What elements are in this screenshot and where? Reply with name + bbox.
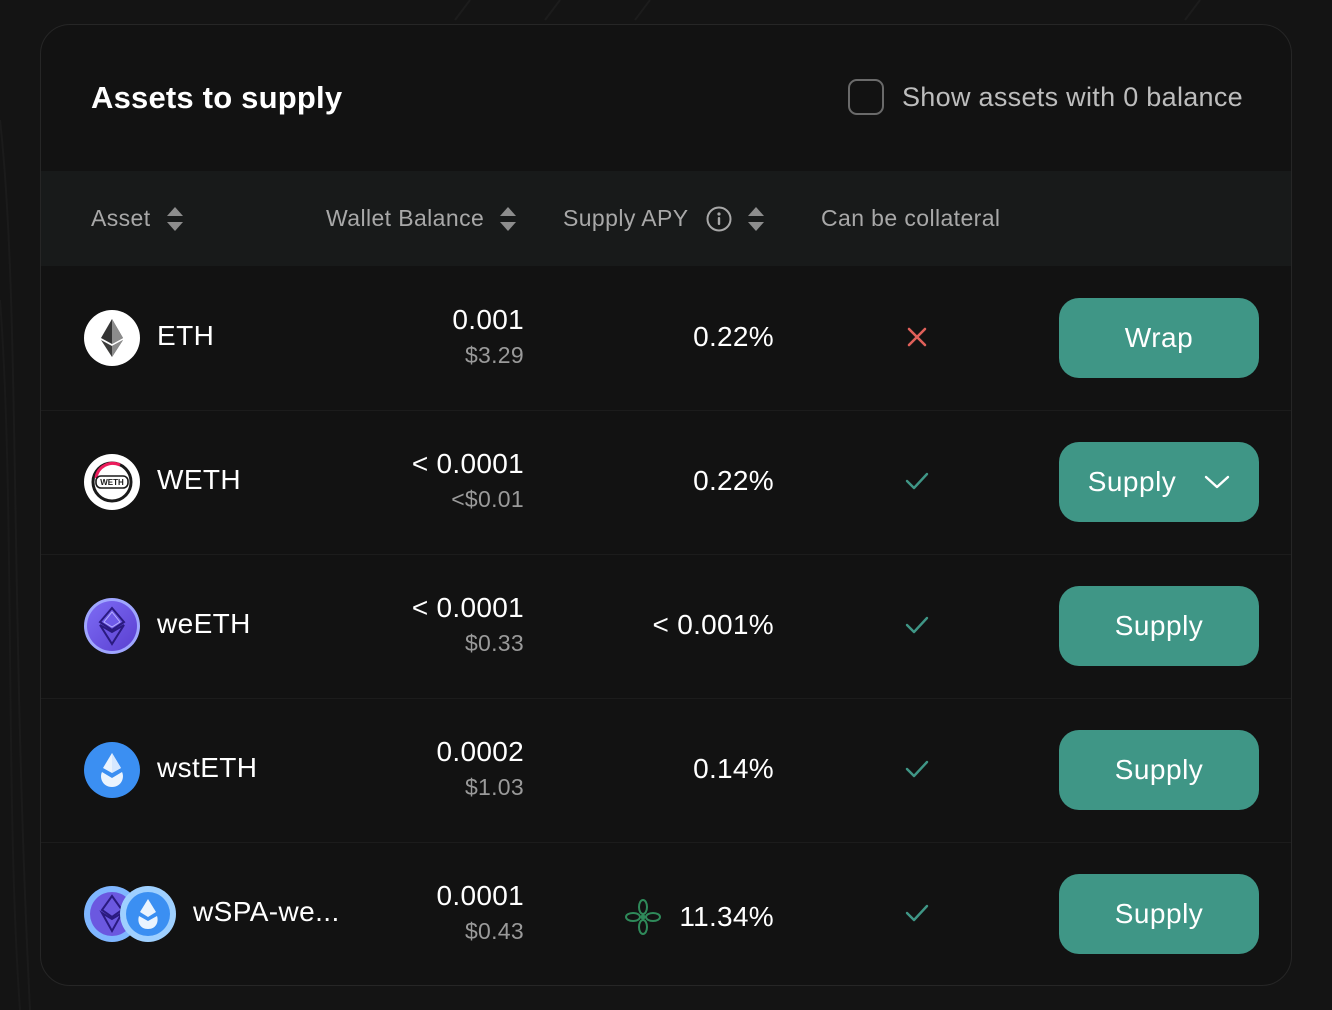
wspa-weeth-icon [84,886,176,942]
asset-symbol: wSPA-we... [193,896,340,927]
column-supply-apy[interactable]: Supply APY [563,171,765,266]
balance-amount: 0.0002 [436,736,524,767]
sort-icon[interactable] [748,206,765,231]
wallet-balance: 0.001 $3.29 [452,304,524,369]
supply-apy: 0.22% [693,465,774,497]
balance-usd: $3.29 [464,342,524,368]
column-asset[interactable]: Asset [91,171,183,266]
weeth-icon [84,598,140,654]
apy-value: 11.34% [679,901,774,932]
apy-value: 0.22% [693,321,774,352]
asset-symbol: ETH [157,320,215,351]
card-header: Assets to supply Show assets with 0 bala… [41,25,1291,171]
supply-button[interactable]: Supply [1059,586,1259,666]
show-zero-balance-label[interactable]: Show assets with 0 balance [902,81,1243,112]
supply-button-label: Supply [1114,610,1204,641]
wrap-button-label: Wrap [1124,322,1194,353]
wsteth-icon [84,742,140,798]
asset-symbol: wstETH [157,752,258,783]
eth-icon [84,310,140,366]
column-wallet-balance-label: Wallet Balance [326,205,485,231]
balance-amount: < 0.0001 [411,592,524,623]
column-wallet-balance[interactable]: Wallet Balance [326,171,517,266]
row-divider [41,410,1291,411]
check-icon [905,472,929,490]
row-divider [41,842,1291,843]
wallet-balance: 0.0001 $0.43 [437,880,524,945]
weth-icon: WETH [84,454,140,510]
apy-value: 0.22% [693,465,774,496]
column-supply-apy-label: Supply APY [563,205,689,231]
check-icon [905,616,929,634]
wallet-balance: < 0.0001 <$0.01 [412,448,524,513]
check-icon [905,904,929,922]
supply-button[interactable]: Supply [1059,730,1259,810]
column-asset-label: Asset [91,205,151,231]
wallet-balance: 0.0002 $1.03 [437,736,524,801]
supply-apy: 11.34% [623,897,774,937]
balance-usd: $0.33 [464,630,524,656]
wrap-button[interactable]: Wrap [1059,298,1259,378]
show-zero-balance-toggle[interactable]: Show assets with 0 balance [848,77,1243,117]
table-row: wstETH 0.0002 $1.03 0.14% Supply [41,698,1291,842]
check-icon [905,760,929,778]
row-divider [41,698,1291,699]
column-collateral-label: Can be collateral [821,205,1001,231]
table-header: Asset Wallet Balance Supply APY Can be c… [41,171,1291,266]
apy-value: < 0.001% [652,609,774,640]
sort-icon[interactable] [166,206,183,231]
reward-flower-icon[interactable] [623,897,663,937]
supply-button-label: Supply [1114,898,1204,929]
supply-apy: 0.22% [693,321,774,353]
supply-apy: < 0.001% [653,609,775,641]
balance-amount: < 0.0001 [411,448,524,479]
row-divider [41,554,1291,555]
balance-usd: $1.03 [464,774,524,800]
table-row: WETH WETH < 0.0001 <$0.01 0.22% Supply [41,410,1291,554]
supply-apy: 0.14% [693,753,774,785]
balance-amount: 0.001 [452,304,524,335]
supply-button[interactable]: Supply [1059,874,1259,954]
svg-text:WETH: WETH [100,478,124,487]
supply-button-label: Supply [1114,754,1204,785]
asset-symbol: WETH [157,464,242,495]
wallet-balance: < 0.0001 $0.33 [412,592,524,657]
asset-symbol: weETH [157,608,251,639]
cross-icon [907,327,927,347]
info-icon[interactable] [706,206,732,232]
sort-icon[interactable] [500,206,517,231]
supply-dropdown-button[interactable]: Supply [1059,442,1259,522]
apy-value: 0.14% [693,753,774,784]
balance-usd: <$0.01 [451,486,524,512]
card-title: Assets to supply [91,80,343,115]
assets-to-supply-card: Assets to supply Show assets with 0 bala… [40,24,1292,986]
show-zero-balance-checkbox[interactable] [848,79,884,115]
chevron-down-icon [1205,475,1230,489]
table-row: ETH 0.001 $3.29 0.22% Wrap [41,266,1291,410]
balance-amount: 0.0001 [436,880,524,911]
table-row: weETH < 0.0001 $0.33 < 0.001% Supply [41,554,1291,698]
column-can-be-collateral: Can be collateral [821,171,1000,266]
balance-usd: $0.43 [464,918,524,944]
supply-button-label: Supply [1087,466,1177,497]
table-row: wSPA-we... 0.0001 $0.43 11.34% Supply [41,842,1291,985]
